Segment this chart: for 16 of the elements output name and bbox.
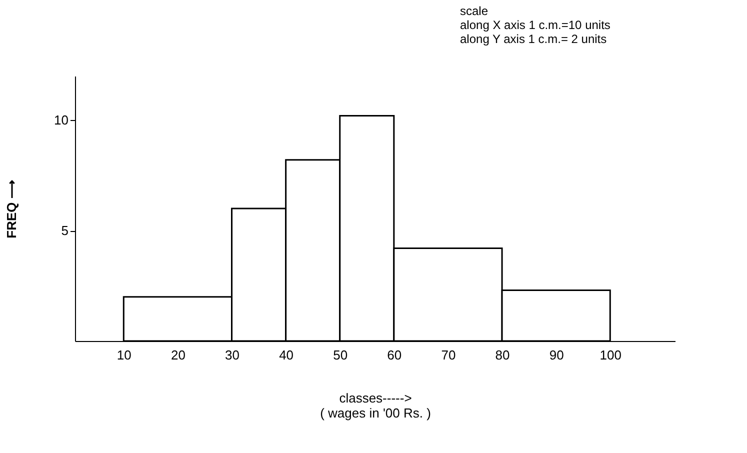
x-tick-label: 10 <box>116 348 132 362</box>
text: along Y axis 1 c.m.= 2 units <box>460 32 607 46</box>
x-tick-label: 40 <box>279 348 294 362</box>
text: scale <box>460 4 488 18</box>
x-tick-label: 30 <box>225 348 240 362</box>
x-tick-label: 60 <box>387 348 402 362</box>
x-tick-label: 90 <box>549 348 564 362</box>
y-axis-title: FREQ ⟶ <box>4 180 20 238</box>
x-tick-label: 20 <box>170 348 186 362</box>
x-tick-label: 80 <box>495 348 510 362</box>
text: along X axis 1 c.m.=10 units <box>460 18 610 32</box>
x-tick-label: 70 <box>441 348 456 362</box>
x-tick-label: 50 <box>333 348 348 362</box>
y-tick-label: 5 <box>61 223 68 238</box>
x-axis-title: classes-----> ( wages in '00 Rs. ) <box>320 390 431 420</box>
x-tick-label: 100 <box>600 348 622 362</box>
